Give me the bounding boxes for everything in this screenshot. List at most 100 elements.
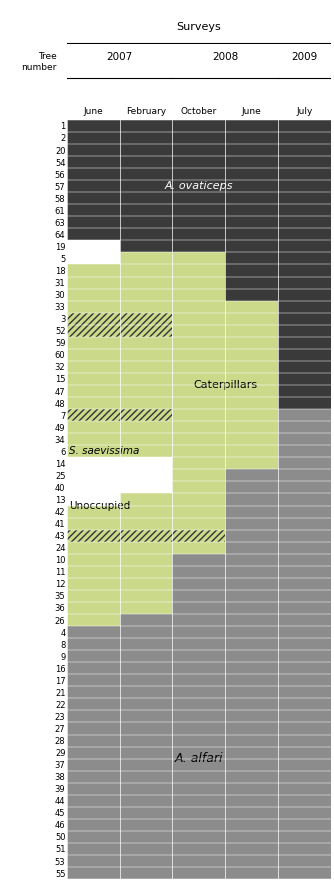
Bar bbox=[225, 831, 278, 843]
Bar bbox=[172, 156, 225, 168]
Bar bbox=[67, 409, 120, 421]
Bar bbox=[172, 867, 225, 879]
Bar bbox=[67, 698, 120, 710]
Bar bbox=[172, 373, 225, 385]
Bar bbox=[172, 843, 225, 855]
Bar bbox=[172, 819, 225, 831]
Bar bbox=[172, 325, 225, 337]
Bar bbox=[278, 373, 331, 385]
Bar bbox=[225, 734, 278, 747]
Bar bbox=[172, 397, 225, 409]
Bar bbox=[278, 289, 331, 301]
Bar bbox=[225, 602, 278, 614]
Bar bbox=[172, 180, 225, 192]
Bar bbox=[278, 674, 331, 686]
Bar bbox=[278, 650, 331, 662]
Bar bbox=[278, 807, 331, 819]
Bar bbox=[67, 301, 120, 313]
Bar bbox=[172, 807, 225, 819]
Bar bbox=[225, 662, 278, 674]
Bar bbox=[225, 855, 278, 867]
Bar bbox=[67, 542, 120, 554]
Bar bbox=[172, 566, 225, 578]
Bar bbox=[67, 795, 120, 807]
Bar bbox=[67, 590, 120, 602]
Bar bbox=[67, 325, 120, 337]
Bar bbox=[225, 650, 278, 662]
Bar bbox=[172, 758, 225, 771]
Bar bbox=[278, 843, 331, 855]
Bar bbox=[278, 361, 331, 373]
Bar bbox=[172, 662, 225, 674]
Bar bbox=[120, 409, 172, 421]
Bar bbox=[278, 505, 331, 518]
Bar bbox=[67, 662, 120, 674]
Bar bbox=[120, 313, 172, 325]
Bar bbox=[278, 385, 331, 397]
Bar bbox=[172, 361, 225, 373]
Bar bbox=[172, 626, 225, 638]
Bar bbox=[120, 505, 172, 518]
Bar bbox=[120, 204, 172, 217]
Bar bbox=[225, 843, 278, 855]
Bar bbox=[67, 385, 120, 397]
Bar bbox=[67, 638, 120, 650]
Bar bbox=[120, 819, 172, 831]
Bar bbox=[172, 120, 225, 132]
Bar bbox=[67, 494, 120, 505]
Bar bbox=[120, 481, 172, 494]
Text: 2007: 2007 bbox=[107, 52, 133, 62]
Bar bbox=[225, 723, 278, 734]
Bar bbox=[225, 529, 278, 542]
Bar bbox=[225, 674, 278, 686]
Bar bbox=[172, 529, 225, 542]
Bar bbox=[172, 518, 225, 529]
Bar bbox=[120, 578, 172, 590]
Bar bbox=[225, 132, 278, 144]
Bar bbox=[225, 204, 278, 217]
Bar bbox=[225, 698, 278, 710]
Bar bbox=[278, 349, 331, 361]
Bar bbox=[172, 301, 225, 313]
Bar bbox=[278, 602, 331, 614]
Bar bbox=[278, 433, 331, 445]
Bar bbox=[120, 421, 172, 433]
Bar bbox=[67, 409, 120, 421]
Bar bbox=[225, 421, 278, 433]
Bar bbox=[225, 590, 278, 602]
Bar bbox=[225, 361, 278, 373]
Bar bbox=[120, 241, 172, 252]
Bar bbox=[225, 566, 278, 578]
Bar bbox=[120, 529, 172, 542]
Bar bbox=[120, 325, 172, 337]
Bar bbox=[120, 217, 172, 228]
Bar bbox=[172, 723, 225, 734]
Bar bbox=[278, 325, 331, 337]
Bar bbox=[278, 578, 331, 590]
Bar bbox=[225, 807, 278, 819]
Bar bbox=[172, 782, 225, 795]
Bar bbox=[225, 505, 278, 518]
Bar bbox=[278, 819, 331, 831]
Bar bbox=[278, 481, 331, 494]
Bar bbox=[120, 771, 172, 782]
Bar bbox=[225, 180, 278, 192]
Bar bbox=[67, 529, 120, 542]
Bar bbox=[172, 481, 225, 494]
Bar bbox=[225, 518, 278, 529]
Bar bbox=[172, 795, 225, 807]
Bar bbox=[120, 385, 172, 397]
Bar bbox=[120, 494, 172, 505]
Bar bbox=[120, 252, 172, 265]
Bar bbox=[172, 445, 225, 457]
Bar bbox=[67, 204, 120, 217]
Bar bbox=[120, 638, 172, 650]
Bar bbox=[172, 542, 225, 554]
Bar bbox=[67, 349, 120, 361]
Bar bbox=[67, 518, 120, 529]
Bar bbox=[67, 807, 120, 819]
Bar bbox=[278, 421, 331, 433]
Bar bbox=[278, 470, 331, 481]
Bar bbox=[278, 409, 331, 421]
Bar bbox=[67, 156, 120, 168]
